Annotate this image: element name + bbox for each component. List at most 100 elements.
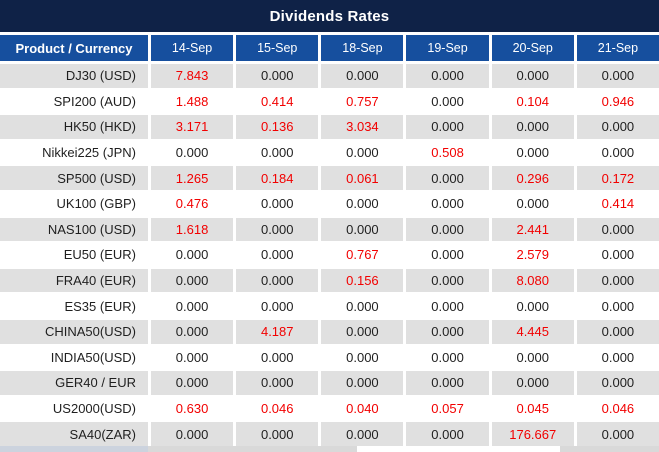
rate-value: 3.034 — [321, 115, 404, 139]
rate-value: 7.843 — [151, 64, 234, 88]
rate-value: 0.000 — [236, 422, 319, 446]
rate-value: 0.000 — [321, 422, 404, 446]
column-header-date-20-sep: 20-Sep — [491, 35, 574, 61]
rate-value: 0.000 — [236, 294, 319, 318]
rate-value: 0.000 — [321, 140, 404, 165]
rate-value: 0.000 — [321, 345, 404, 370]
product-label: SA40(ZAR) — [0, 422, 148, 446]
rate-value: 4.445 — [491, 320, 574, 344]
rate-value: 0.296 — [491, 166, 574, 190]
rate-value: 0.000 — [406, 217, 489, 242]
rate-value: 0.000 — [236, 268, 319, 293]
column-header-date-21-sep: 21-Sep — [576, 35, 659, 61]
rate-value: 0.476 — [151, 192, 234, 216]
rate-value: 0.000 — [406, 166, 489, 190]
rate-value: 0.000 — [236, 345, 319, 370]
rate-value: 0.000 — [406, 115, 489, 139]
divider — [0, 61, 659, 64]
rate-value: 0.000 — [151, 140, 234, 165]
rate-value: 0.156 — [321, 268, 404, 293]
title-bar: Dividends Rates — [0, 0, 659, 32]
rate-value: 0.104 — [491, 89, 574, 114]
product-label: SP500 (USD) — [0, 166, 148, 190]
product-label: ES35 (EUR) — [0, 294, 148, 318]
rate-value: 0.767 — [321, 243, 404, 267]
rate-value: 0.045 — [491, 396, 574, 421]
rate-value: 0.000 — [406, 320, 489, 344]
column-header-date-15-sep: 15-Sep — [236, 35, 319, 61]
rate-value: 0.000 — [321, 64, 404, 88]
bottom-edge-strip — [0, 446, 659, 452]
rate-value: 0.000 — [491, 64, 574, 88]
rate-value: 0.000 — [406, 64, 489, 88]
rate-value: 0.000 — [151, 268, 234, 293]
column-header-date-14-sep: 14-Sep — [151, 35, 234, 61]
rate-value: 0.000 — [576, 422, 659, 446]
page-title: Dividends Rates — [269, 7, 390, 25]
divider — [0, 32, 659, 35]
rate-value: 0.061 — [321, 166, 404, 190]
rate-value: 0.000 — [406, 89, 489, 114]
rate-value: 8.080 — [491, 268, 574, 293]
product-label: CHINA50(USD) — [0, 320, 148, 344]
product-label: UK100 (GBP) — [0, 192, 148, 216]
product-label: FRA40 (EUR) — [0, 268, 148, 293]
rate-value: 0.184 — [236, 166, 319, 190]
product-label: SPI200 (AUD) — [0, 89, 148, 114]
rate-value: 0.000 — [576, 64, 659, 88]
rate-value: 0.000 — [406, 268, 489, 293]
rate-value: 0.000 — [151, 294, 234, 318]
column-header-product: Product / Currency — [0, 35, 148, 61]
rate-value: 0.046 — [236, 396, 319, 421]
product-label: Nikkei225 (JPN) — [0, 140, 148, 165]
rate-value: 0.000 — [576, 294, 659, 318]
rate-value: 0.000 — [151, 320, 234, 344]
rate-value: 0.000 — [406, 371, 489, 395]
product-label: HK50 (HKD) — [0, 115, 148, 139]
rate-value: 0.000 — [236, 243, 319, 267]
rates-table-body: DJ30 (USD) 7.843 0.000 0.000 0.000 0.000 0.000… — [0, 64, 659, 446]
rate-value: 0.000 — [576, 268, 659, 293]
product-label: GER40 / EUR — [0, 371, 148, 395]
column-header-date-19-sep: 19-Sep — [406, 35, 489, 61]
bottom-edge-left — [0, 446, 148, 452]
rate-value: 0.000 — [576, 217, 659, 242]
rate-value: 4.187 — [236, 320, 319, 344]
rate-value: 0.000 — [151, 422, 234, 446]
rate-value: 0.000 — [236, 64, 319, 88]
rate-value: 0.000 — [491, 115, 574, 139]
product-label: DJ30 (USD) — [0, 64, 148, 88]
rate-value: 0.757 — [321, 89, 404, 114]
rate-value: 0.000 — [406, 243, 489, 267]
rate-value: 0.000 — [576, 243, 659, 267]
rate-value: 0.136 — [236, 115, 319, 139]
rate-value: 0.000 — [491, 345, 574, 370]
rate-value: 0.000 — [151, 345, 234, 370]
rate-value: 0.000 — [576, 320, 659, 344]
rate-value: 3.171 — [151, 115, 234, 139]
rate-value: 0.414 — [236, 89, 319, 114]
rate-value: 0.000 — [236, 371, 319, 395]
rate-value: 0.057 — [406, 396, 489, 421]
rate-value: 1.265 — [151, 166, 234, 190]
rate-value: 0.000 — [406, 294, 489, 318]
rate-value: 0.040 — [321, 396, 404, 421]
rate-value: 0.000 — [576, 345, 659, 370]
rate-value: 0.000 — [321, 217, 404, 242]
rate-value: 1.618 — [151, 217, 234, 242]
product-label: EU50 (EUR) — [0, 243, 148, 267]
rate-value: 0.000 — [406, 422, 489, 446]
product-label: US2000(USD) — [0, 396, 148, 421]
column-header-date-18-sep: 18-Sep — [321, 35, 404, 61]
rate-value: 0.508 — [406, 140, 489, 165]
rate-value: 0.000 — [576, 140, 659, 165]
rate-value: 2.441 — [491, 217, 574, 242]
rate-value: 0.000 — [406, 192, 489, 216]
rate-value: 0.000 — [321, 371, 404, 395]
product-label: NAS100 (USD) — [0, 217, 148, 242]
rate-value: 0.000 — [236, 217, 319, 242]
rate-value: 0.000 — [236, 140, 319, 165]
rate-value: 0.000 — [406, 345, 489, 370]
rate-value: 0.000 — [321, 320, 404, 344]
